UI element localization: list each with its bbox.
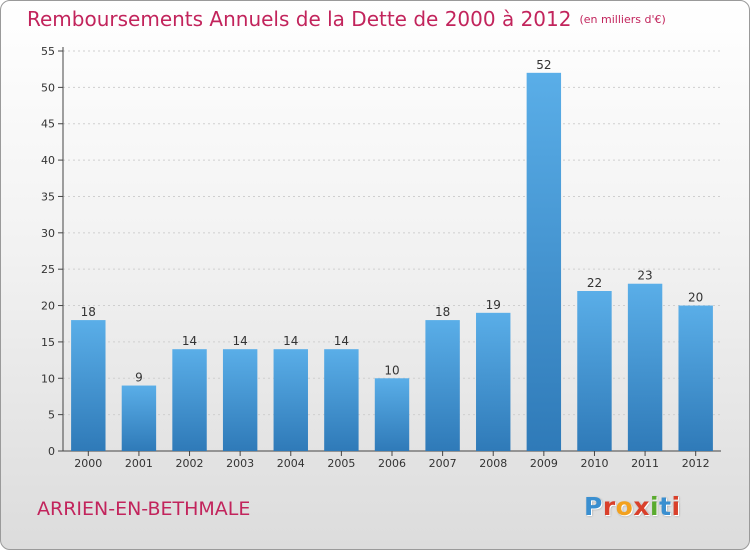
bar [374,378,410,451]
y-tick-label: 25 [41,263,55,276]
y-tick-label: 55 [41,45,55,58]
data-label: 14 [283,334,298,348]
x-tick-label: 2003 [226,457,254,470]
chart-unit: (en milliers d'€) [579,13,666,26]
bar [678,305,713,451]
bar [273,349,308,451]
x-tick-label: 2002 [176,457,204,470]
data-label: 23 [637,269,652,283]
x-tick-label: 2004 [277,457,305,470]
logo-letter: r [602,492,616,521]
x-tick-label: 2001 [125,457,153,470]
logo-letter: P [584,492,603,521]
bar [526,72,562,452]
y-tick-label: 45 [41,118,55,131]
y-tick-label: 10 [41,372,55,385]
x-tick-label: 2000 [74,457,102,470]
x-tick-label: 2008 [479,457,507,470]
data-label: 14 [182,334,197,348]
x-tick-label: 2010 [580,457,608,470]
data-label: 22 [587,276,602,290]
x-tick-label: 2006 [378,457,406,470]
x-tick-label: 2005 [327,457,355,470]
x-tick-label: 2011 [631,457,659,470]
data-label: 18 [81,305,96,319]
proxiti-logo: Proxiti [584,492,681,521]
bar [222,349,258,451]
commune-name: ARRIEN-EN-BETHMALE [37,498,251,520]
logo-letter: i [650,492,660,521]
chart-title: Remboursements Annuels de la Dette de 20… [27,7,666,31]
y-tick-label: 40 [41,154,55,167]
y-tick-label: 15 [41,336,55,349]
data-label: 10 [384,363,399,377]
x-tick-label: 2009 [530,457,558,470]
data-label: 52 [536,58,551,72]
bar [71,320,106,451]
data-label: 20 [688,291,703,305]
data-label: 9 [135,371,143,385]
logo-letter: t [659,492,672,521]
bar [577,291,612,451]
y-tick-label: 5 [48,409,55,422]
bar [121,385,157,451]
y-tick-label: 0 [48,445,55,458]
data-label: 19 [486,298,501,312]
y-tick-label: 50 [41,81,55,94]
bar [172,349,207,451]
logo-letter: i [671,492,681,521]
logo-letter: o [615,492,634,521]
bar [627,283,663,451]
data-label: 14 [233,334,248,348]
bar [425,320,460,451]
y-tick-label: 30 [41,227,55,240]
bar [476,312,511,451]
y-tick-label: 35 [41,190,55,203]
logo-letter: x [633,492,650,521]
y-tick-label: 20 [41,300,55,313]
x-tick-label: 2007 [429,457,457,470]
chart-title-text: Remboursements Annuels de la Dette de 20… [27,7,572,31]
data-label: 18 [435,305,450,319]
bar [324,349,359,451]
data-label: 14 [334,334,349,348]
x-tick-label: 2012 [682,457,710,470]
